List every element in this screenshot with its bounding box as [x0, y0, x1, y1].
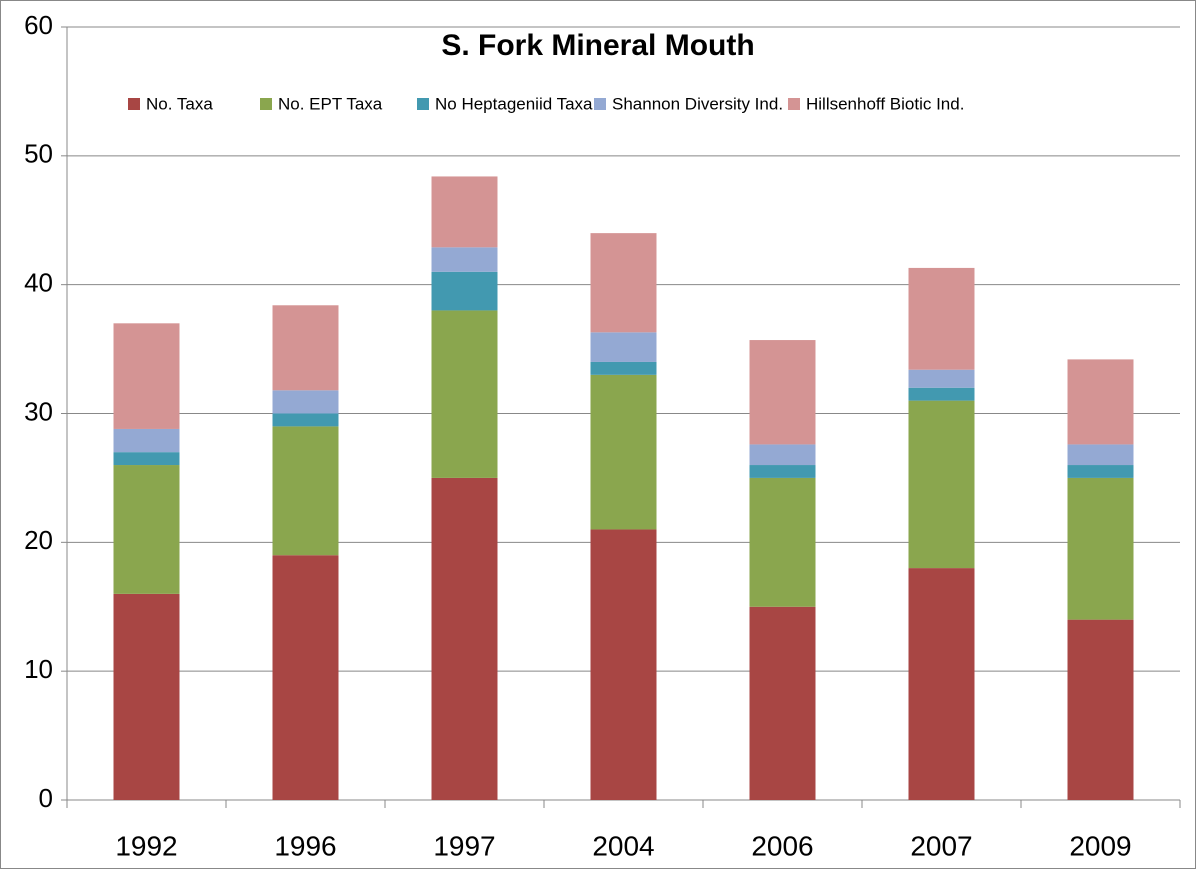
- bar-segment: [431, 176, 498, 248]
- y-tick-label: 50: [24, 139, 53, 169]
- bar-segment: [272, 390, 339, 414]
- y-tick-label: 30: [24, 396, 53, 426]
- bar-segment: [113, 465, 180, 594]
- y-tick-label: 40: [24, 268, 53, 298]
- legend-swatch: [594, 98, 606, 110]
- bar-segment: [272, 305, 339, 391]
- bar-segment: [908, 400, 975, 569]
- x-tick-label: 2006: [751, 830, 813, 861]
- bar-segment: [431, 271, 498, 311]
- chart-title: S. Fork Mineral Mouth: [441, 29, 754, 62]
- bar-segment: [908, 568, 975, 800]
- legend-label: No. EPT Taxa: [278, 94, 383, 113]
- x-tick-label: 2004: [592, 830, 654, 861]
- bar-segment: [1067, 359, 1134, 445]
- x-tick-label: 1992: [115, 830, 177, 861]
- x-tick-label: 2007: [910, 830, 972, 861]
- bar-segment: [431, 247, 498, 272]
- legend-label: Shannon Diversity Ind.: [612, 94, 783, 113]
- x-tick-label: 1997: [433, 830, 495, 861]
- bar-segment: [749, 606, 816, 800]
- bar-segment: [113, 323, 180, 429]
- legend-label: Hillsenhoff Biotic Ind.: [806, 94, 964, 113]
- legend-swatch: [788, 98, 800, 110]
- bar-segment: [1067, 477, 1134, 620]
- bar-segment: [431, 477, 498, 800]
- bar-segment: [590, 529, 657, 800]
- y-tick-label: 10: [24, 654, 53, 684]
- bar-segment: [749, 340, 816, 445]
- bar-segment: [590, 374, 657, 530]
- bar-segment: [908, 267, 975, 370]
- bar-segment: [113, 428, 180, 453]
- bar-segment: [908, 387, 975, 401]
- y-tick-label: 60: [24, 10, 53, 40]
- bar-segment: [1067, 465, 1134, 478]
- x-tick-label: 1996: [274, 830, 336, 861]
- x-tick-label: 2009: [1069, 830, 1131, 861]
- legend-label: No. Taxa: [146, 94, 213, 113]
- legend-swatch: [417, 98, 429, 110]
- bar-segment: [272, 413, 339, 427]
- bar-segment: [113, 593, 180, 800]
- bar-segment: [908, 369, 975, 388]
- bar-segment: [590, 361, 657, 375]
- legend-swatch: [260, 98, 272, 110]
- bar-segment: [272, 555, 339, 800]
- bar-segment: [1067, 619, 1134, 800]
- bar-segment: [272, 426, 339, 556]
- bar-segment: [749, 444, 816, 466]
- bar-segment: [113, 452, 180, 466]
- legend-swatch: [128, 98, 140, 110]
- bar-segment: [1067, 444, 1134, 466]
- bar-segment: [590, 233, 657, 333]
- y-tick-label: 20: [24, 525, 53, 555]
- legend-label: No Heptageniid Taxa: [435, 94, 593, 113]
- y-tick-label: 0: [39, 783, 53, 813]
- bar-segment: [749, 465, 816, 478]
- bar-segment: [431, 310, 498, 478]
- bar-segment: [749, 477, 816, 607]
- bar-segment: [590, 332, 657, 362]
